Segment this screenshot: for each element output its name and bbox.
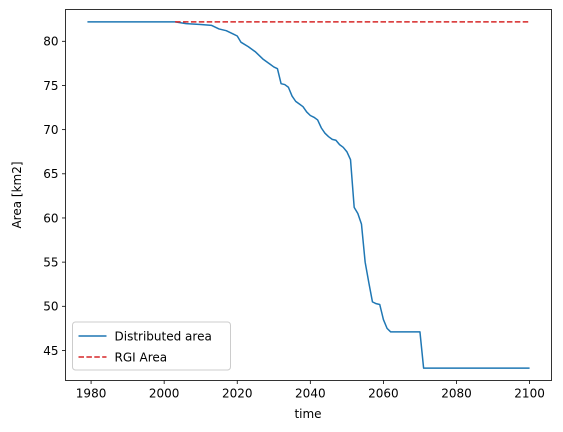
y-tick-label: 45 — [43, 344, 58, 358]
y-tick-label: 75 — [43, 79, 58, 93]
x-tick-label: 2060 — [368, 387, 399, 401]
y-tick-label: 80 — [43, 35, 58, 49]
y-tick-label: 50 — [43, 300, 58, 314]
x-tick-label: 2000 — [149, 387, 180, 401]
legend-label-2: RGI Area — [115, 350, 168, 364]
x-tick-label: 2040 — [295, 387, 326, 401]
x-tick-label: 1980 — [76, 387, 107, 401]
y-tick-label: 70 — [43, 123, 58, 137]
x-tick-label: 2080 — [441, 387, 472, 401]
x-axis-label: time — [294, 407, 321, 421]
y-tick-label: 65 — [43, 167, 58, 181]
legend: Distributed area RGI Area — [73, 322, 231, 370]
y-tick-label: 55 — [43, 255, 58, 269]
x-tick-label: 2020 — [222, 387, 253, 401]
y-axis-label: Area [km2] — [10, 161, 24, 228]
x-tick-label: 2100 — [514, 387, 545, 401]
legend-label-1: Distributed area — [115, 329, 212, 343]
y-tick-label: 60 — [43, 211, 58, 225]
